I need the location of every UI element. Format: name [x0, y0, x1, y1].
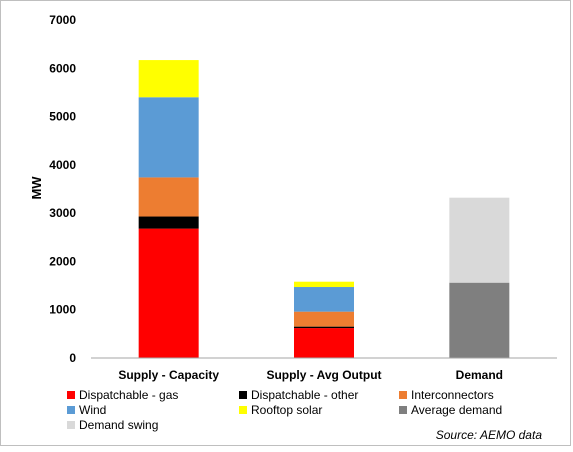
y-tick-label: 2000 — [49, 254, 76, 268]
legend-swatch — [67, 421, 75, 429]
legend-swatch — [67, 406, 75, 414]
bar-segment — [294, 326, 354, 329]
bar-segment — [449, 282, 510, 358]
y-tick-label: 7000 — [49, 13, 76, 27]
y-tick-label: 6000 — [49, 61, 76, 75]
legend-label: Dispatchable - other — [251, 388, 358, 402]
bar-segment — [138, 60, 199, 98]
bar-segment — [294, 287, 354, 312]
source-note: Source: AEMO data — [436, 428, 543, 442]
legend-label: Wind — [79, 403, 106, 417]
x-category-label: Demand — [456, 368, 503, 382]
bar-segment — [138, 228, 199, 358]
bar-segment — [294, 281, 354, 288]
bar-segment — [294, 311, 354, 327]
y-tick-label: 0 — [69, 351, 76, 365]
bar-segment — [449, 197, 510, 283]
bars — [138, 60, 510, 358]
legend-swatch — [239, 391, 247, 399]
legend-swatch — [399, 391, 407, 399]
bar-segment — [294, 328, 354, 358]
legend-swatch — [399, 406, 407, 414]
y-axis: 0 1000 2000 3000 4000 5000 6000 7000 — [49, 13, 76, 365]
y-axis-title: MW — [29, 176, 44, 200]
legend-label: Average demand — [411, 403, 502, 417]
legend-label: Interconnectors — [411, 388, 494, 402]
x-axis: Supply - Capacity Supply - Avg Output Dema… — [91, 357, 557, 382]
legend-label: Dispatchable - gas — [79, 388, 178, 402]
legend-label: Demand swing — [79, 418, 158, 432]
x-category-label: Supply - Capacity — [118, 368, 219, 382]
bar-segment — [138, 177, 199, 217]
y-tick-label: 4000 — [49, 158, 76, 172]
y-tick-label: 3000 — [49, 206, 76, 220]
legend-label: Rooftop solar — [251, 403, 322, 417]
bar-segment — [138, 216, 199, 229]
legend: Dispatchable - gas Dispatchable - other In… — [67, 388, 502, 432]
y-tick-label: 1000 — [49, 303, 76, 317]
legend-swatch — [239, 406, 247, 414]
legend-swatch — [67, 391, 75, 399]
bar-segment — [138, 97, 199, 178]
x-category-label: Supply - Avg Output — [266, 368, 381, 382]
y-tick-label: 5000 — [49, 110, 76, 124]
